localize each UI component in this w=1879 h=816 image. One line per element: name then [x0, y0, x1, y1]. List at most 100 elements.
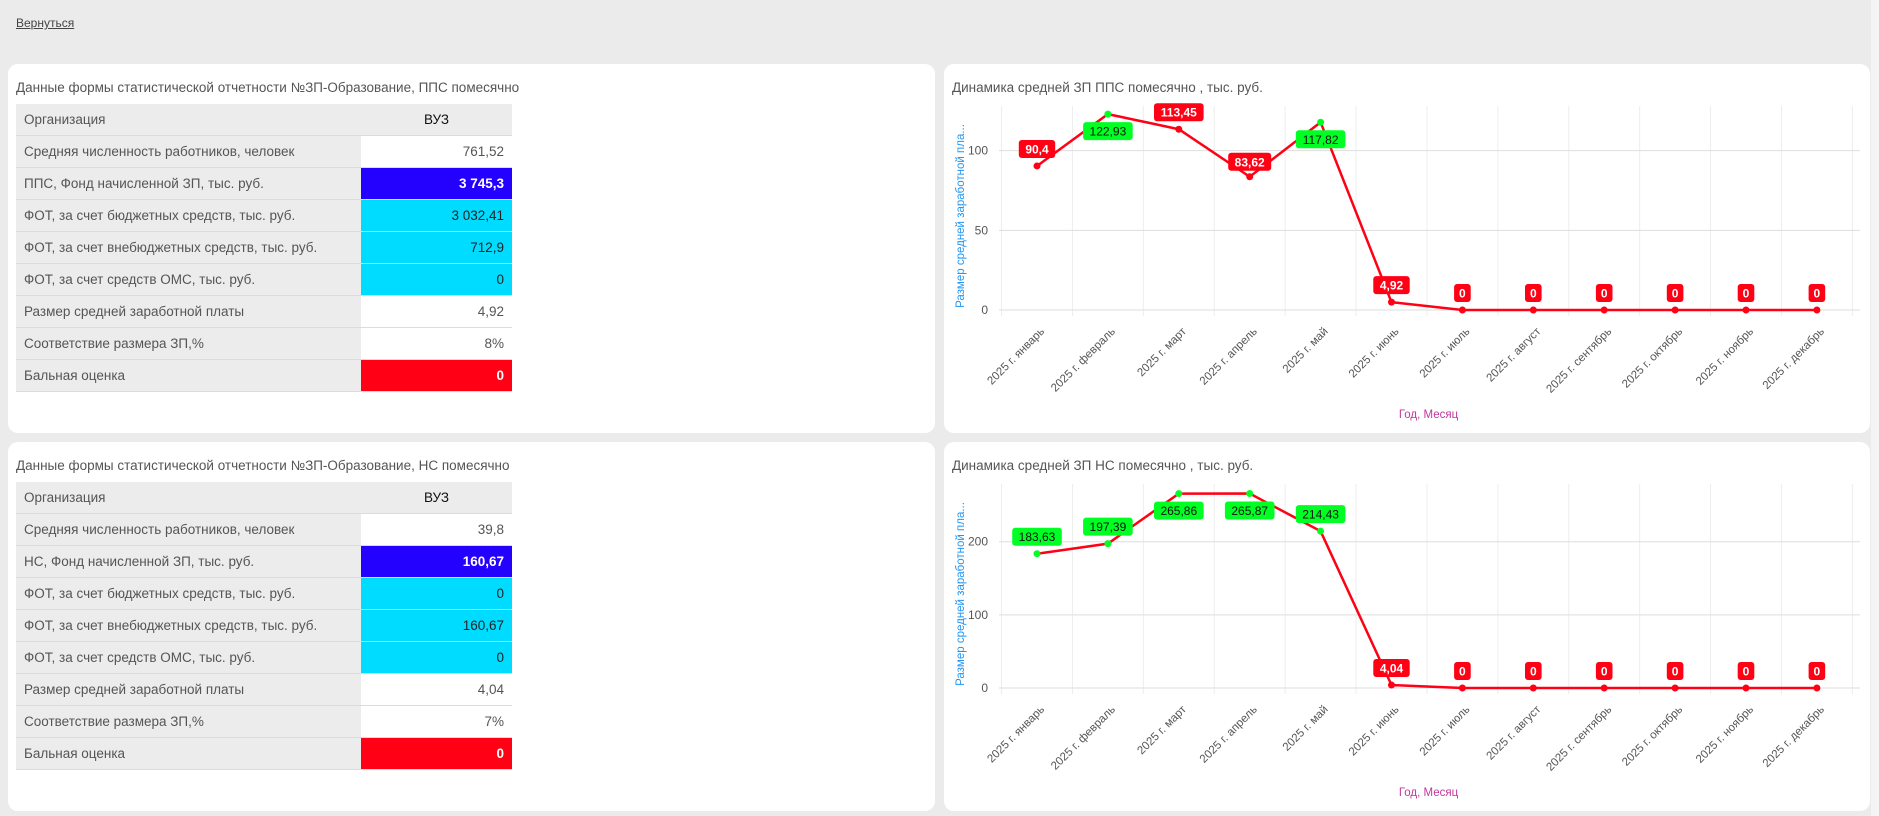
table-row: Средняя численность работников, человек 3… — [16, 513, 512, 546]
row-label: НС, Фонд начисленной ЗП, тыс. руб. — [16, 545, 361, 578]
x-tick-label: 2025 г. июнь — [1347, 704, 1402, 759]
table-row: Бальная оценка 0 — [16, 359, 512, 392]
y-tick-label: 100 — [968, 144, 988, 158]
x-tick-label: 2025 г. сентябрь — [1544, 704, 1614, 774]
pps-table: Организация ВУЗ Средняя численность работн… — [16, 104, 512, 392]
row-label: ППС, Фонд начисленной ЗП, тыс. руб. — [16, 167, 361, 200]
data-label: 0 — [1459, 665, 1466, 679]
data-label: 0 — [1743, 665, 1750, 679]
x-tick-label: 2025 г. ноябрь — [1694, 326, 1756, 388]
data-point — [1529, 306, 1537, 314]
data-point — [1458, 684, 1466, 692]
ns-table-title: Данные формы статистической отчетности №… — [16, 458, 510, 473]
data-label-box — [1224, 501, 1275, 520]
table-row: ФОТ, за счет средств ОМС, тыс. руб. 0 — [16, 263, 512, 296]
x-tick-label: 2025 г. август — [1485, 703, 1544, 762]
data-label-box — [1018, 139, 1056, 158]
data-point — [1175, 125, 1183, 133]
table-row: Соответствие размера ЗП,% 7% — [16, 705, 512, 738]
data-point — [1388, 298, 1395, 306]
pps-chart-title: Динамика средней ЗП ППС помесячно , тыс.… — [952, 80, 1263, 95]
data-point — [1529, 684, 1537, 692]
row-label: ФОТ, за счет бюджетных средств, тыс. руб… — [16, 577, 361, 610]
row-value: 4,92 — [361, 295, 512, 328]
row-label: Размер средней заработной платы — [16, 673, 361, 706]
data-label: 0 — [1601, 287, 1608, 301]
data-point — [1458, 306, 1466, 314]
data-label: 0 — [1601, 665, 1608, 679]
row-label: ФОТ, за счет средств ОМС, тыс. руб. — [16, 263, 361, 296]
row-value: 8% — [361, 327, 512, 360]
data-point — [1600, 306, 1608, 314]
data-label: 0 — [1814, 665, 1821, 679]
page-scrollbar[interactable] — [1871, 0, 1879, 816]
header-label: Организация — [16, 482, 361, 514]
ns-chart-card: Динамика средней ЗП НС помесячно , тыс. … — [944, 442, 1870, 811]
table-row: ФОТ, за счет бюджетных средств, тыс. руб… — [16, 199, 512, 232]
data-label-box — [1737, 662, 1755, 680]
row-label: ФОТ, за счет бюджетных средств, тыс. руб… — [16, 199, 361, 232]
data-point — [1033, 550, 1041, 558]
table-header-row: Организация ВУЗ — [16, 104, 512, 136]
x-tick-label: 2025 г. июнь — [1347, 326, 1402, 381]
data-label-box — [1373, 659, 1410, 678]
y-tick-label: 0 — [981, 303, 988, 317]
data-label: 4,92 — [1380, 279, 1404, 293]
pps-chart-card: Динамика средней ЗП ППС помесячно , тыс.… — [944, 64, 1870, 433]
y-tick-label: 0 — [981, 681, 988, 695]
row-value: 761,52 — [361, 135, 512, 168]
x-tick-label: 2025 г. апрель — [1198, 704, 1260, 766]
data-point — [1742, 306, 1750, 314]
table-row: Размер средней заработной платы 4,04 — [16, 673, 512, 706]
table-row: ФОТ, за счет бюджетных средств, тыс. руб… — [16, 577, 512, 610]
x-tick-label: 2025 г. май — [1281, 326, 1331, 376]
row-label: Соответствие размера ЗП,% — [16, 705, 361, 738]
row-value: 3 745,3 — [361, 167, 512, 200]
data-point — [1175, 490, 1183, 498]
y-tick-label: 50 — [975, 223, 989, 237]
ns-table: Организация ВУЗ Средняя численность работн… — [16, 482, 512, 770]
data-label: 0 — [1672, 287, 1679, 301]
table-row: Размер средней заработной платы 4,92 — [16, 295, 512, 328]
table-row: Бальная оценка 0 — [16, 737, 512, 770]
data-point — [1317, 118, 1325, 126]
data-label-box — [1525, 662, 1542, 680]
data-label-box — [1295, 505, 1346, 524]
data-point — [1742, 684, 1750, 692]
data-point — [1104, 110, 1112, 118]
data-label-box — [1595, 284, 1613, 302]
data-label: 4,04 — [1380, 662, 1404, 676]
data-label: 197,39 — [1090, 520, 1127, 534]
data-label: 0 — [1814, 287, 1821, 301]
data-point — [1813, 306, 1821, 314]
back-link[interactable]: Вернуться — [16, 16, 75, 30]
data-label-box — [1083, 517, 1133, 536]
data-label-box — [1666, 662, 1684, 680]
x-axis-title: Год, Месяц — [1399, 787, 1459, 799]
ns-chart-title: Динамика средней ЗП НС помесячно , тыс. … — [952, 458, 1254, 473]
row-label: ФОТ, за счет внебюджетных средств, тыс. … — [16, 609, 361, 642]
row-value: 160,67 — [361, 609, 512, 642]
data-label: 183,63 — [1019, 530, 1056, 544]
data-label: 0 — [1743, 287, 1750, 301]
row-label: Соответствие размера ЗП,% — [16, 327, 361, 360]
header-value: ВУЗ — [361, 482, 512, 514]
y-tick-label: 100 — [968, 608, 988, 622]
data-label: 83,62 — [1235, 155, 1265, 169]
x-tick-label: 2025 г. июль — [1418, 326, 1473, 381]
data-point — [1671, 684, 1679, 692]
pps-table-title: Данные формы статистической отчетности №… — [16, 80, 520, 95]
data-label-box — [1154, 501, 1204, 520]
data-label: 214,43 — [1302, 508, 1339, 522]
row-label: Средняя численность работников, человек — [16, 513, 361, 546]
data-label: 0 — [1530, 665, 1537, 679]
data-point — [1317, 527, 1325, 535]
series-line — [1036, 112, 1817, 312]
row-value: 7% — [361, 705, 512, 738]
data-point — [1246, 490, 1254, 498]
row-label: Размер средней заработной платы — [16, 295, 361, 328]
data-label: 0 — [1459, 287, 1466, 301]
y-axis-title: Размер средней заработной пла... — [955, 124, 967, 308]
x-tick-label: 2025 г. декабрь — [1761, 326, 1827, 392]
